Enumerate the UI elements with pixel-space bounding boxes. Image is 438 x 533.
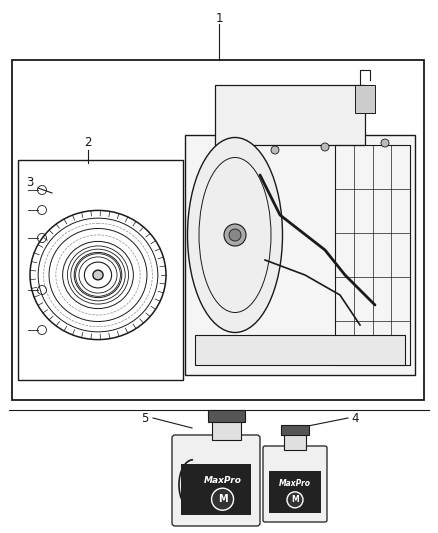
Ellipse shape: [229, 229, 241, 241]
Bar: [18, 160, 183, 380]
Text: 2: 2: [84, 136, 92, 149]
Bar: [12, 60, 424, 400]
Bar: [283, 433, 307, 450]
Ellipse shape: [187, 138, 283, 333]
Bar: [335, 145, 410, 365]
Text: 5: 5: [141, 411, 148, 424]
Ellipse shape: [224, 224, 246, 246]
Circle shape: [287, 492, 303, 508]
Ellipse shape: [321, 143, 329, 151]
Text: 3: 3: [26, 175, 34, 189]
Text: MaxPro: MaxPro: [204, 476, 241, 485]
Bar: [281, 425, 309, 435]
Text: 1: 1: [215, 12, 223, 25]
Bar: [185, 135, 415, 375]
Bar: [208, 410, 244, 422]
Text: MaxPro: MaxPro: [279, 480, 311, 489]
Circle shape: [212, 488, 233, 510]
FancyBboxPatch shape: [172, 435, 260, 526]
Text: M: M: [218, 494, 227, 504]
Text: M: M: [291, 495, 299, 504]
Bar: [355, 85, 375, 113]
Bar: [212, 420, 240, 440]
Bar: [181, 464, 251, 514]
Ellipse shape: [93, 270, 103, 280]
Bar: [195, 335, 405, 365]
FancyBboxPatch shape: [263, 446, 327, 522]
Ellipse shape: [271, 146, 279, 154]
Text: 4: 4: [351, 411, 359, 424]
Ellipse shape: [381, 139, 389, 147]
Bar: [215, 85, 365, 145]
Bar: [269, 471, 321, 513]
